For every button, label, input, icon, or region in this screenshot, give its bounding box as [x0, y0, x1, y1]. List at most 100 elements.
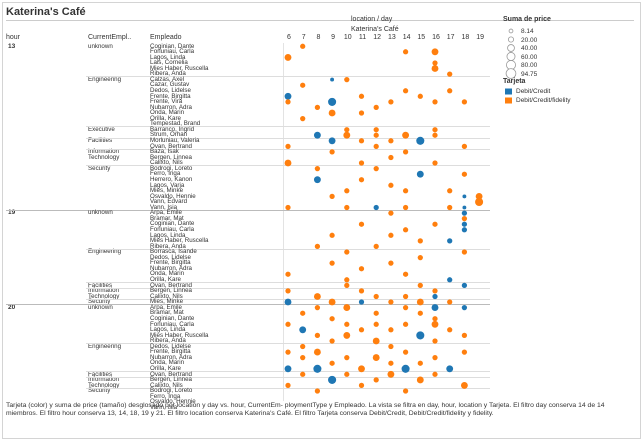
- data-point[interactable]: [300, 82, 306, 88]
- day-header-11[interactable]: 11: [358, 34, 367, 41]
- data-point[interactable]: [402, 49, 409, 55]
- day-header-16[interactable]: 16: [432, 34, 440, 41]
- data-point[interactable]: [314, 304, 321, 311]
- data-point[interactable]: [358, 266, 365, 272]
- data-point[interactable]: [358, 160, 365, 166]
- data-point[interactable]: [373, 104, 379, 111]
- data-point[interactable]: [388, 327, 394, 333]
- data-point[interactable]: [461, 171, 468, 177]
- day-header-8[interactable]: 8: [316, 34, 321, 41]
- data-point[interactable]: [328, 298, 336, 306]
- data-point[interactable]: [372, 337, 380, 345]
- day-header-17[interactable]: 17: [446, 34, 455, 41]
- data-point[interactable]: [388, 232, 394, 238]
- data-point[interactable]: [461, 249, 468, 255]
- data-point[interactable]: [358, 327, 365, 333]
- data-point[interactable]: [313, 293, 321, 300]
- day-header-10[interactable]: 10: [343, 34, 352, 41]
- data-point[interactable]: [329, 260, 335, 266]
- day-header-18[interactable]: 18: [461, 34, 470, 41]
- data-point[interactable]: [416, 298, 424, 306]
- day-header-6[interactable]: 6: [287, 34, 291, 41]
- data-point[interactable]: [461, 332, 468, 339]
- data-point[interactable]: [417, 93, 423, 99]
- data-point[interactable]: [388, 260, 394, 266]
- data-point[interactable]: [284, 53, 292, 61]
- data-point[interactable]: [358, 138, 365, 144]
- data-point[interactable]: [388, 154, 394, 161]
- data-point[interactable]: [432, 316, 438, 322]
- data-point[interactable]: [328, 97, 337, 106]
- data-point[interactable]: [358, 177, 365, 183]
- day-header-9[interactable]: 9: [331, 34, 336, 41]
- data-point[interactable]: [388, 210, 394, 216]
- data-point[interactable]: [373, 165, 379, 172]
- data-point[interactable]: [416, 376, 424, 384]
- data-point[interactable]: [432, 371, 438, 377]
- data-point[interactable]: [416, 331, 425, 340]
- data-point[interactable]: [330, 77, 335, 82]
- day-header-14[interactable]: 14: [402, 34, 411, 41]
- data-point[interactable]: [328, 375, 337, 384]
- data-point[interactable]: [314, 243, 321, 250]
- header-hour[interactable]: hour: [6, 34, 21, 41]
- data-point[interactable]: [299, 326, 307, 334]
- data-point[interactable]: [328, 137, 336, 145]
- data-point[interactable]: [461, 227, 468, 233]
- data-point[interactable]: [388, 99, 394, 105]
- data-point[interactable]: [344, 354, 350, 361]
- data-point[interactable]: [402, 349, 409, 355]
- data-point[interactable]: [358, 365, 365, 373]
- data-point[interactable]: [300, 310, 306, 316]
- data-point[interactable]: [417, 360, 423, 366]
- data-point[interactable]: [314, 388, 321, 394]
- data-point[interactable]: [314, 165, 321, 172]
- data-point[interactable]: [284, 298, 292, 306]
- data-point[interactable]: [284, 92, 292, 100]
- data-point[interactable]: [447, 88, 453, 94]
- data-point[interactable]: [329, 360, 335, 366]
- header-employee[interactable]: Empleado: [150, 34, 182, 41]
- data-point[interactable]: [461, 304, 468, 311]
- data-point[interactable]: [417, 282, 423, 289]
- data-point[interactable]: [358, 299, 365, 305]
- data-point[interactable]: [402, 321, 409, 327]
- data-point[interactable]: [344, 321, 350, 327]
- data-point[interactable]: [431, 48, 439, 56]
- data-point[interactable]: [432, 221, 438, 227]
- data-point[interactable]: [402, 204, 409, 211]
- data-point[interactable]: [373, 293, 379, 300]
- data-point[interactable]: [313, 176, 321, 184]
- header-employment-type[interactable]: CurrentEmpl..: [88, 34, 132, 41]
- data-point[interactable]: [344, 282, 350, 289]
- data-point[interactable]: [388, 299, 394, 305]
- header-location-day[interactable]: location / day: [351, 16, 393, 23]
- data-point[interactable]: [300, 354, 306, 361]
- data-point[interactable]: [460, 381, 468, 389]
- data-point[interactable]: [447, 299, 453, 305]
- data-point[interactable]: [416, 170, 424, 178]
- data-point[interactable]: [373, 310, 379, 316]
- data-point[interactable]: [388, 138, 394, 144]
- data-point[interactable]: [402, 227, 409, 233]
- data-point[interactable]: [402, 88, 409, 94]
- day-header-12[interactable]: 12: [373, 34, 382, 41]
- data-point[interactable]: [402, 304, 409, 311]
- data-point[interactable]: [417, 238, 423, 244]
- data-point[interactable]: [388, 343, 394, 350]
- data-point[interactable]: [300, 371, 306, 377]
- data-point[interactable]: [344, 277, 350, 283]
- data-point[interactable]: [373, 132, 379, 138]
- data-point[interactable]: [358, 110, 365, 116]
- data-point[interactable]: [432, 354, 438, 361]
- data-point[interactable]: [329, 338, 335, 344]
- data-point[interactable]: [475, 192, 483, 200]
- data-point[interactable]: [461, 143, 468, 150]
- data-point[interactable]: [432, 293, 438, 300]
- data-point[interactable]: [447, 238, 453, 244]
- data-point[interactable]: [417, 310, 423, 316]
- data-point[interactable]: [328, 109, 336, 117]
- data-point[interactable]: [373, 127, 379, 133]
- data-point[interactable]: [461, 99, 468, 105]
